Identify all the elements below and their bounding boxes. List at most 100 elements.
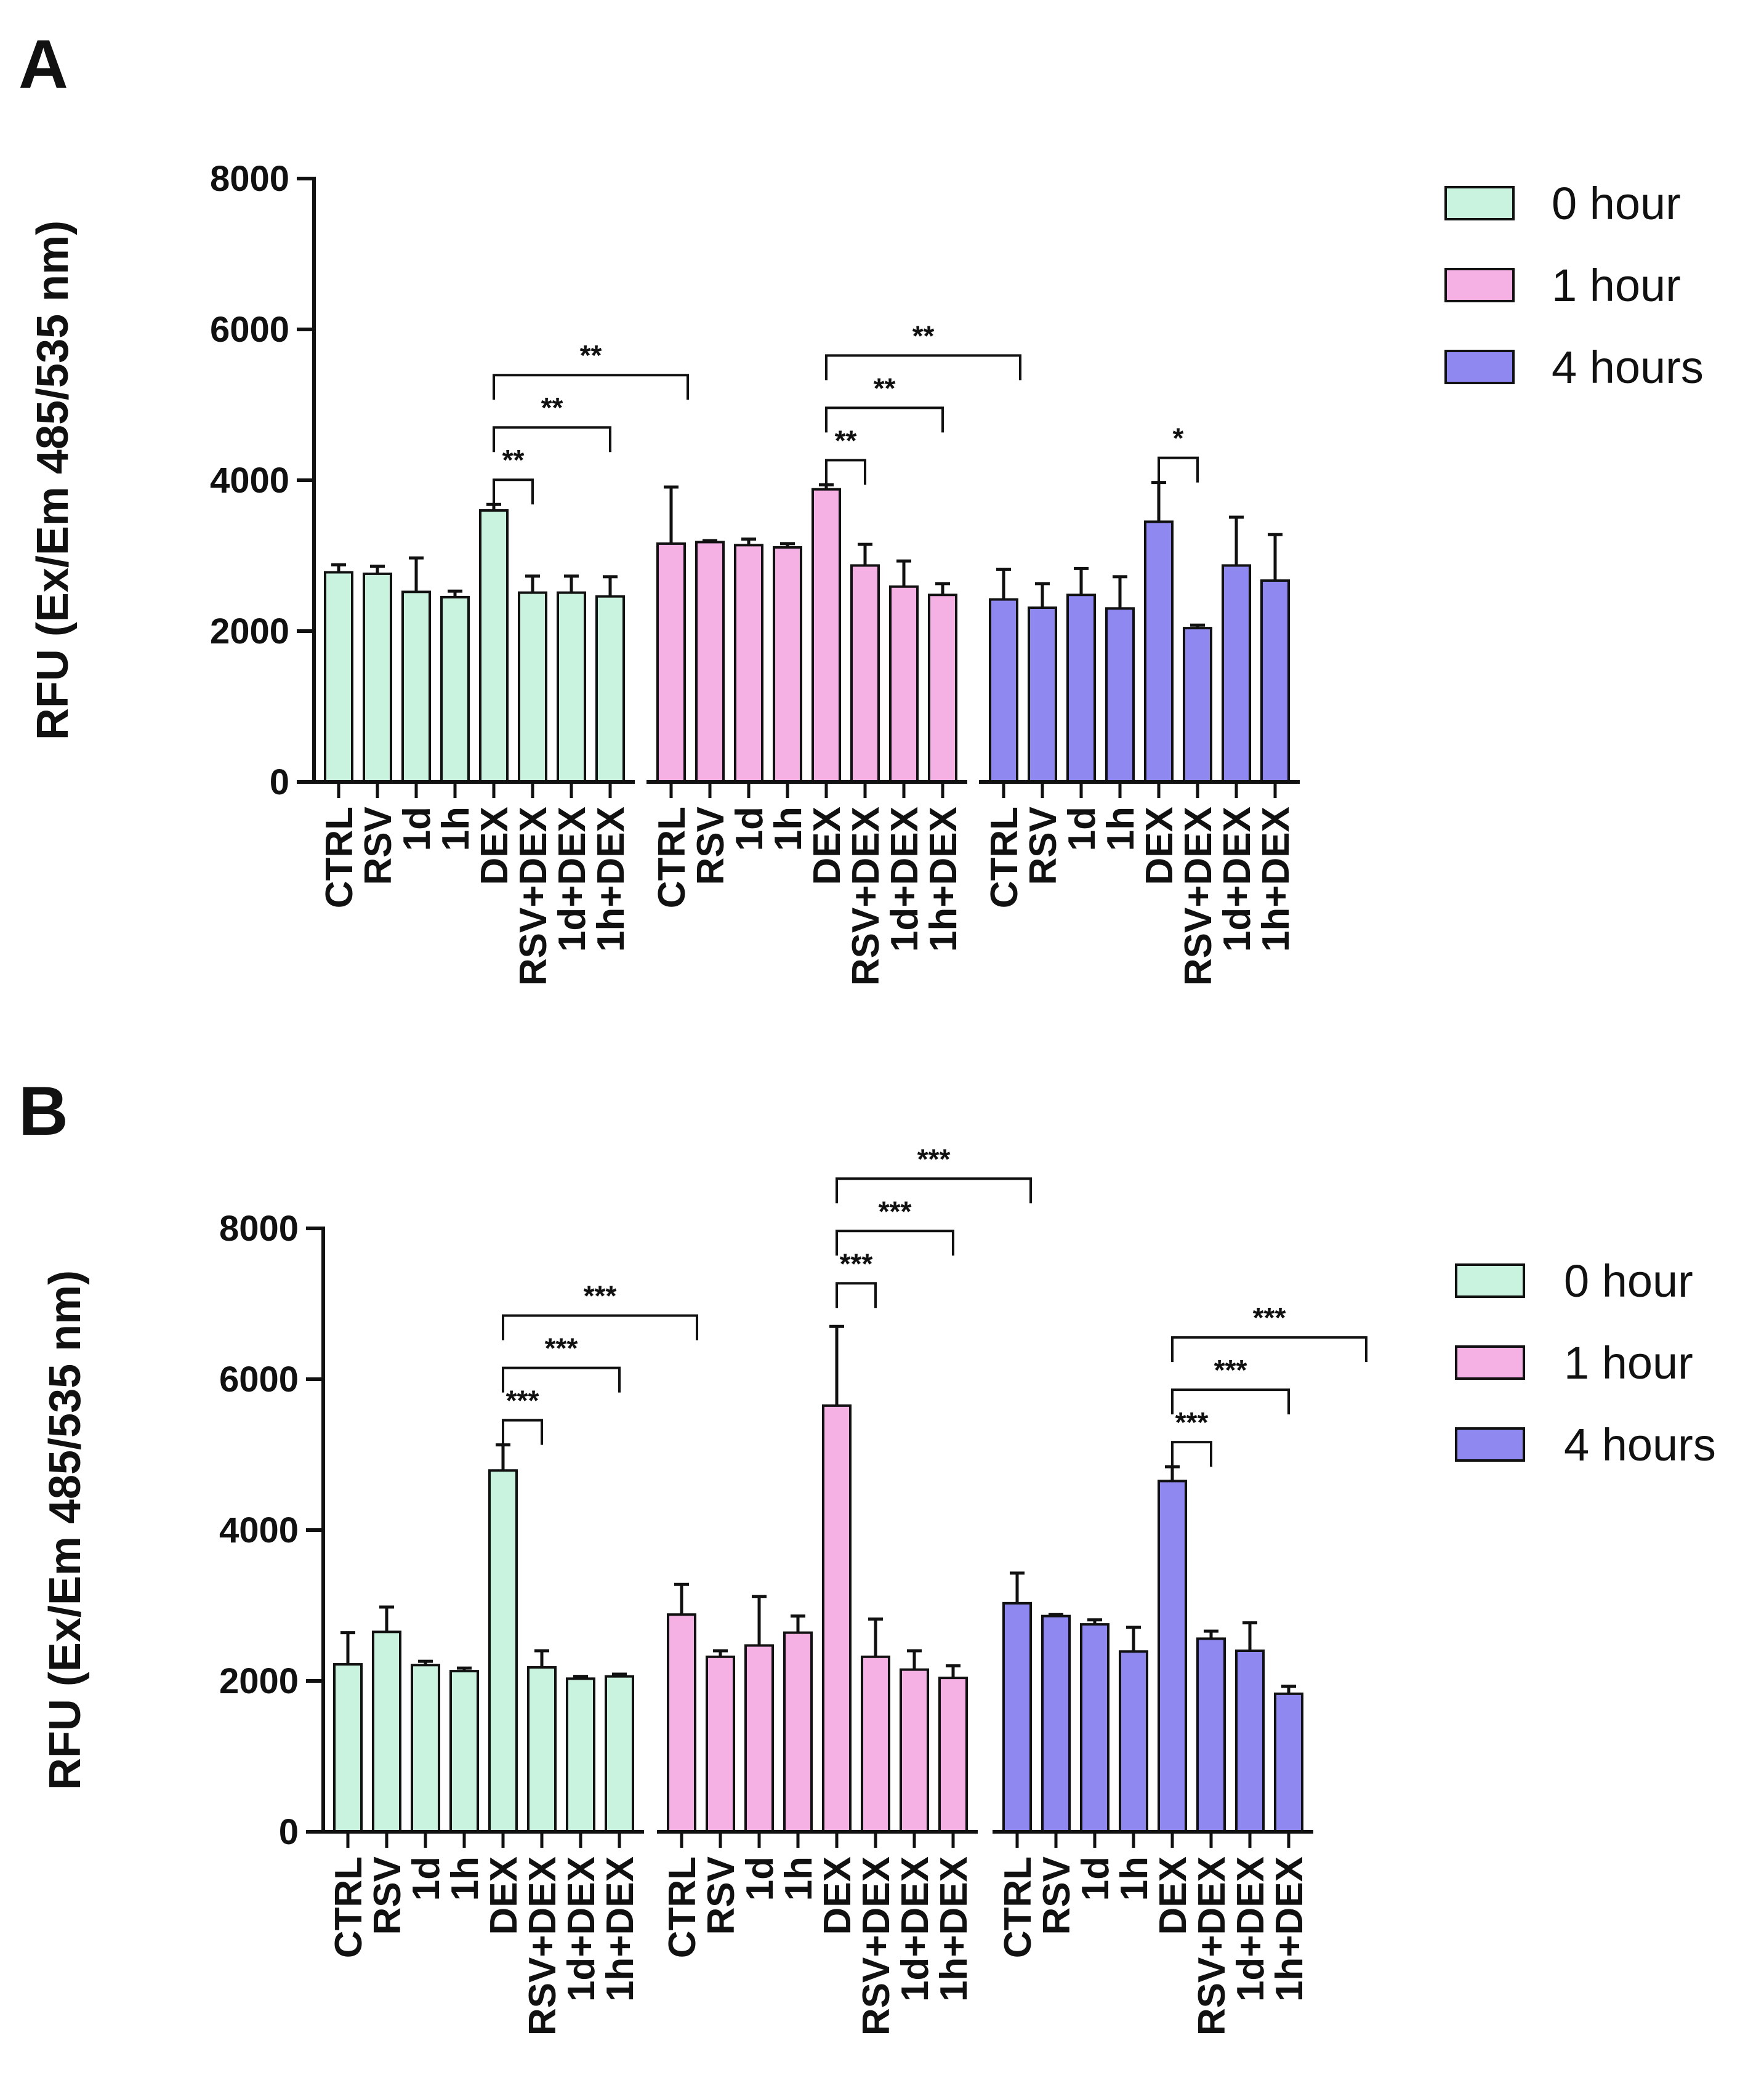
x-tick-label: 1d: [1074, 1856, 1117, 1901]
y-tick-label: 6000: [210, 310, 289, 350]
significance-label: **: [580, 339, 602, 371]
x-tick-label: CTRL: [661, 1856, 704, 1958]
x-tick-label: 1d+DEX: [560, 1856, 603, 2002]
x-tick-label: RSV+DEX: [845, 807, 887, 986]
x-tick-label: RSV: [1022, 807, 1065, 885]
bar: [1196, 1637, 1226, 1834]
legend-label: 1 hour: [1552, 260, 1681, 311]
significance-bracket: [502, 1314, 698, 1340]
significance-bracket: [825, 406, 944, 433]
bar: [889, 585, 919, 783]
bar: [900, 1668, 929, 1833]
bar: [1144, 520, 1174, 783]
significance-bracket: [493, 478, 534, 505]
y-axis-label: RFU (Ex/Em 485/535 nm): [28, 220, 78, 740]
x-tick-label: RSV+DEX: [522, 1856, 564, 2036]
significance-bracket: [502, 1419, 543, 1445]
significance-label: **: [502, 444, 525, 476]
x-tick-label: CTRL: [651, 807, 693, 908]
chart-a: RFU (Ex/Em 485/535 nm) 0 2000 4000 6000 8000 C…: [28, 159, 1704, 986]
bar: [695, 541, 725, 783]
x-tick-label: RSV+DEX: [1191, 1856, 1233, 2036]
bar: [372, 1630, 401, 1833]
bar: [1066, 594, 1096, 783]
x-tick-label: 1h: [444, 1856, 486, 1901]
x-tick-label: 1h: [778, 1856, 820, 1901]
bar: [488, 1469, 518, 1833]
significance-bracket: [1171, 1441, 1212, 1467]
bar: [706, 1655, 735, 1833]
y-tick-label: 0: [270, 762, 289, 802]
x-tick-label: 1d: [1061, 807, 1103, 851]
significance-bracket: [1171, 1388, 1290, 1415]
significance-label: ***: [917, 1143, 951, 1175]
significance-bracket: [1158, 456, 1199, 483]
legend-swatch: [1444, 350, 1515, 384]
significance-label: ***: [506, 1385, 539, 1417]
y-tick-label: 4000: [210, 461, 289, 501]
bar: [773, 546, 802, 784]
x-tick-label: 1d+DEX: [894, 1856, 936, 2002]
bar: [605, 1675, 634, 1834]
significance-bracket: [836, 1230, 954, 1256]
bar: [1105, 607, 1135, 783]
bar: [812, 488, 841, 783]
y-tick-label: 4000: [219, 1510, 299, 1550]
bar: [411, 1664, 440, 1834]
significance-bracket: [493, 374, 689, 400]
bar: [1080, 1623, 1110, 1833]
significance-bracket: [1171, 1336, 1367, 1363]
y-tick-label: 2000: [210, 611, 289, 651]
x-tick-label: 1h: [435, 807, 477, 851]
x-tick-label: RSV: [700, 1856, 743, 1935]
x-tick-label: RSV: [1036, 1856, 1078, 1935]
x-tick-label: 1d+DEX: [1216, 807, 1259, 952]
x-tick-label: RSV: [366, 1856, 409, 1935]
bar: [1002, 1601, 1032, 1833]
x-tick-label: 1h: [1100, 807, 1142, 851]
bar: [518, 591, 547, 784]
bar: [1274, 1692, 1303, 1833]
bar: [734, 544, 763, 783]
bar: [744, 1644, 774, 1833]
chart-b: RFU (Ex/Em 485/535 nm) 0 2000 4000 6000 8000 C…: [41, 1143, 1716, 2036]
x-tick-label: 1h+DEX: [1268, 1856, 1311, 2002]
x-tick-label: 1d: [739, 1856, 781, 1901]
significance-label: **: [541, 392, 563, 424]
x-tick-label: 1d: [405, 1856, 448, 1901]
legend-swatch: [1455, 1345, 1525, 1380]
y-tick-label: 2000: [219, 1661, 299, 1701]
bar: [401, 590, 431, 783]
bar: [822, 1404, 852, 1833]
significance-label: ***: [584, 1280, 617, 1312]
bar: [1235, 1650, 1265, 1833]
significance-bracket: [825, 354, 1021, 381]
bar: [1222, 564, 1251, 783]
y-tick-label: 8000: [219, 1209, 299, 1249]
significance-label: ***: [545, 1332, 578, 1364]
bar: [783, 1631, 813, 1833]
x-tick-label: DEX: [806, 807, 848, 885]
legend-swatch: [1455, 1427, 1525, 1462]
x-tick-label: 1d: [728, 807, 771, 851]
bar: [850, 564, 880, 783]
x-tick-label: DEX: [1138, 807, 1181, 885]
x-tick-label: DEX: [1152, 1856, 1194, 1935]
bar: [861, 1655, 890, 1833]
legend-label: 1 hour: [1564, 1337, 1693, 1388]
x-tick-label: 1h: [767, 807, 810, 851]
legend-label: 0 hour: [1552, 178, 1681, 229]
y-tick-label: 0: [279, 1812, 299, 1852]
bar: [595, 595, 625, 784]
significance-bracket: [493, 426, 611, 453]
x-tick-label: 1h: [1113, 1856, 1156, 1901]
significance-label: **: [912, 320, 935, 352]
x-tick-label: CTRL: [318, 807, 361, 908]
x-tick-label: 1h+DEX: [933, 1856, 975, 2002]
legend-label: 4 hours: [1552, 342, 1704, 393]
y-tick-label: 6000: [219, 1360, 299, 1400]
significance-bracket: [502, 1366, 621, 1393]
legend-label: 4 hours: [1564, 1419, 1716, 1470]
x-tick-label: DEX: [816, 1856, 859, 1935]
bar: [333, 1663, 363, 1833]
